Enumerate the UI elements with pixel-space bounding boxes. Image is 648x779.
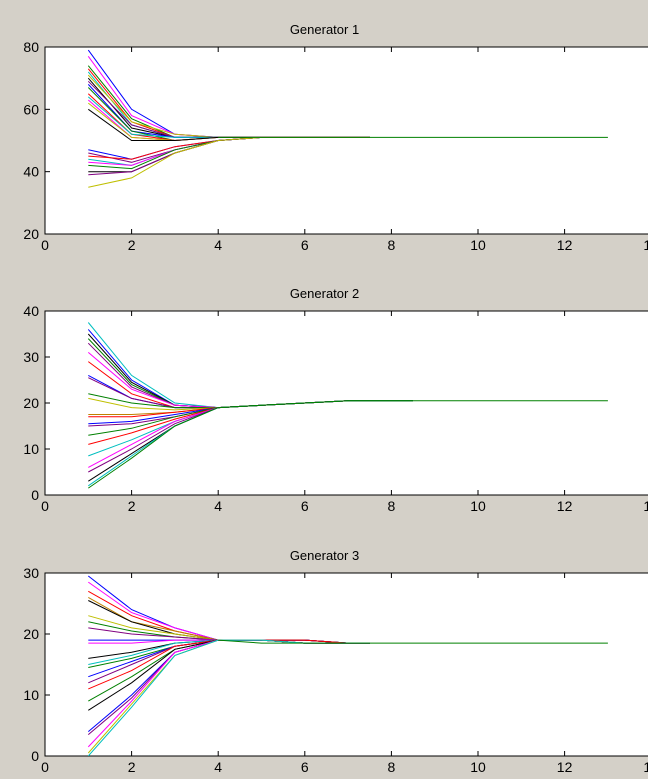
x-tick-label: 10 [470, 498, 486, 514]
x-tick-label: 0 [41, 237, 49, 253]
y-tick-label: 10 [23, 441, 39, 457]
x-tick-label: 6 [301, 759, 309, 775]
y-tick-label: 0 [31, 748, 39, 764]
y-tick-label: 0 [31, 487, 39, 503]
y-tick-label: 60 [23, 101, 39, 117]
x-tick-label: 12 [557, 759, 573, 775]
x-tick-label: 4 [214, 759, 222, 775]
y-tick-label: 30 [23, 349, 39, 365]
y-tick-label: 30 [23, 565, 39, 581]
x-tick-label: 2 [128, 237, 136, 253]
chart-panel-2: Generator 2 0 2 4 6 8 10 12 14 0 10 20 30 40 [23, 286, 648, 514]
x-tick-label: 6 [301, 498, 309, 514]
x-tick-label: 12 [557, 237, 573, 253]
x-tick-label: 6 [301, 237, 309, 253]
x-tick-label: 2 [128, 759, 136, 775]
y-tick-label: 40 [23, 164, 39, 180]
x-tick-label: 4 [214, 237, 222, 253]
plot-area [44, 310, 648, 496]
x-tick-label: 14 [643, 237, 648, 253]
x-tick-label: 8 [388, 759, 396, 775]
y-tick-label: 20 [23, 226, 39, 242]
series-group [87, 575, 608, 756]
x-tick-label: 8 [388, 498, 396, 514]
x-tick-label: 12 [557, 498, 573, 514]
y-tick-label: 80 [23, 39, 39, 55]
x-tick-label: 14 [643, 759, 648, 775]
x-tick-label: 0 [41, 498, 49, 514]
y-tick-label: 20 [23, 626, 39, 642]
y-tick-label: 20 [23, 395, 39, 411]
x-tick-label: 0 [41, 759, 49, 775]
x-tick-label: 8 [388, 237, 396, 253]
x-tick-label: 14 [643, 498, 648, 514]
series-line-24 [218, 639, 608, 644]
x-tick-label: 10 [470, 237, 486, 253]
chart-title: Generator 3 [290, 548, 359, 563]
plot-area [44, 572, 648, 757]
x-tick-label: 4 [214, 498, 222, 514]
x-tick-label: 2 [128, 498, 136, 514]
chart-panel-1: Generator 1 0 2 4 6 8 10 12 14 20 40 60 80 [23, 22, 648, 253]
series-line-24 [218, 400, 608, 409]
y-tick-label: 40 [23, 303, 39, 319]
y-tick-label: 10 [23, 687, 39, 703]
chart-panel-3: Generator 3 0 2 4 6 8 10 12 14 0 10 20 30 [23, 548, 648, 775]
series-group [87, 322, 608, 489]
x-tick-label: 10 [470, 759, 486, 775]
chart-title: Generator 2 [290, 286, 359, 301]
chart-title: Generator 1 [290, 22, 359, 37]
series-group [87, 49, 608, 188]
